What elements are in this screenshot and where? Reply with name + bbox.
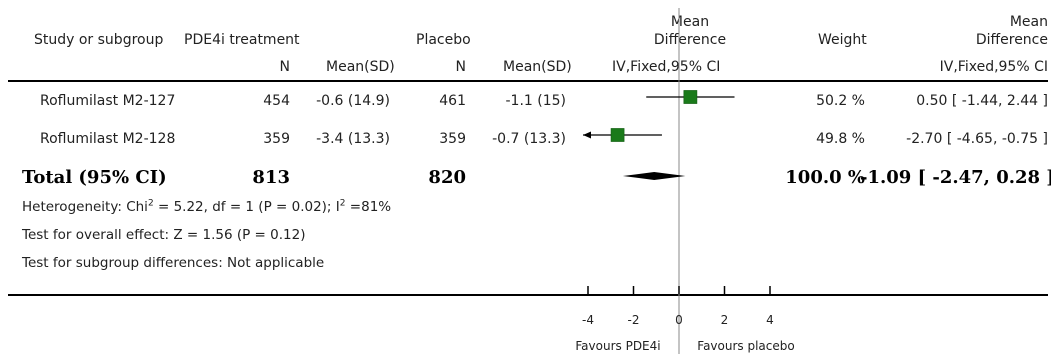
n1-header: N bbox=[279, 59, 290, 75]
total-ci: -1.09 [ -2.47, 0.28 ] bbox=[860, 167, 1051, 188]
n2-header: N bbox=[455, 59, 466, 75]
heterogeneity-text: Heterogeneity: Chi2 = 5.22, df = 1 (P = … bbox=[22, 198, 392, 215]
axis-tick-label: 4 bbox=[766, 313, 774, 327]
overall-effect-text: Test for overall effect: Z = 1.56 (P = 0… bbox=[22, 227, 306, 243]
study-meansd2: -1.1 (15) bbox=[505, 93, 566, 109]
axis-tick-label: -2 bbox=[628, 313, 640, 327]
axis-tick-label: 2 bbox=[721, 313, 729, 327]
study-meansd1: -3.4 (13.3) bbox=[316, 131, 390, 147]
md-header-line2: Difference bbox=[975, 32, 1048, 48]
total-weight: 100.0 % bbox=[785, 167, 865, 188]
footer-rule bbox=[8, 294, 1048, 296]
study-name: Roflumilast M2-128 bbox=[40, 131, 176, 147]
md-plot-header-line2: Difference bbox=[653, 32, 727, 48]
total-label: Total (95% CI) bbox=[22, 167, 167, 188]
study-n1: 454 bbox=[263, 93, 290, 109]
axis-tick-label: -4 bbox=[582, 313, 594, 327]
weight-header: Weight bbox=[818, 32, 867, 48]
study-n1: 359 bbox=[263, 131, 290, 147]
study-ci: 0.50 [ -1.44, 2.44 ] bbox=[916, 93, 1048, 109]
study-point-estimate bbox=[610, 128, 625, 142]
md-header-line1: Mean bbox=[1009, 14, 1048, 30]
study-meansd1: -0.6 (14.9) bbox=[316, 93, 390, 109]
study-weight: 50.2 % bbox=[816, 93, 865, 109]
study-meansd2: -0.7 (13.3) bbox=[492, 131, 566, 147]
study-point-estimate bbox=[683, 90, 698, 104]
pooled-estimate-diamond bbox=[622, 172, 686, 180]
study-header: Study or subgroup bbox=[34, 32, 164, 48]
study-n2: 359 bbox=[439, 131, 466, 147]
study-ci: -2.70 [ -4.65, -0.75 ] bbox=[906, 131, 1048, 147]
md-header-line3: IV,Fixed,95% CI bbox=[939, 59, 1048, 75]
group1-header: PDE4i treatment bbox=[184, 32, 300, 48]
header-rule bbox=[8, 80, 1048, 82]
favours-left-label: Favours PDE4i bbox=[575, 339, 660, 353]
total-n1: 813 bbox=[252, 167, 290, 188]
subgroup-difference-text: Test for subgroup differences: Not appli… bbox=[22, 255, 325, 271]
group2-header: Placebo bbox=[416, 32, 471, 48]
total-n2: 820 bbox=[428, 167, 466, 188]
md-plot-header-line3: IV,Fixed,95% CI bbox=[612, 59, 721, 75]
ci-truncation-arrow bbox=[583, 131, 591, 139]
study-name: Roflumilast M2-127 bbox=[40, 93, 176, 109]
meansd1-header: Mean(SD) bbox=[326, 59, 395, 75]
study-n2: 461 bbox=[439, 93, 466, 109]
study-weight: 49.8 % bbox=[816, 131, 865, 147]
favours-right-label: Favours placebo bbox=[697, 339, 794, 353]
md-plot-header-line1: Mean bbox=[670, 14, 710, 30]
meansd2-header: Mean(SD) bbox=[503, 59, 572, 75]
axis-tick-label: 0 bbox=[675, 313, 683, 327]
